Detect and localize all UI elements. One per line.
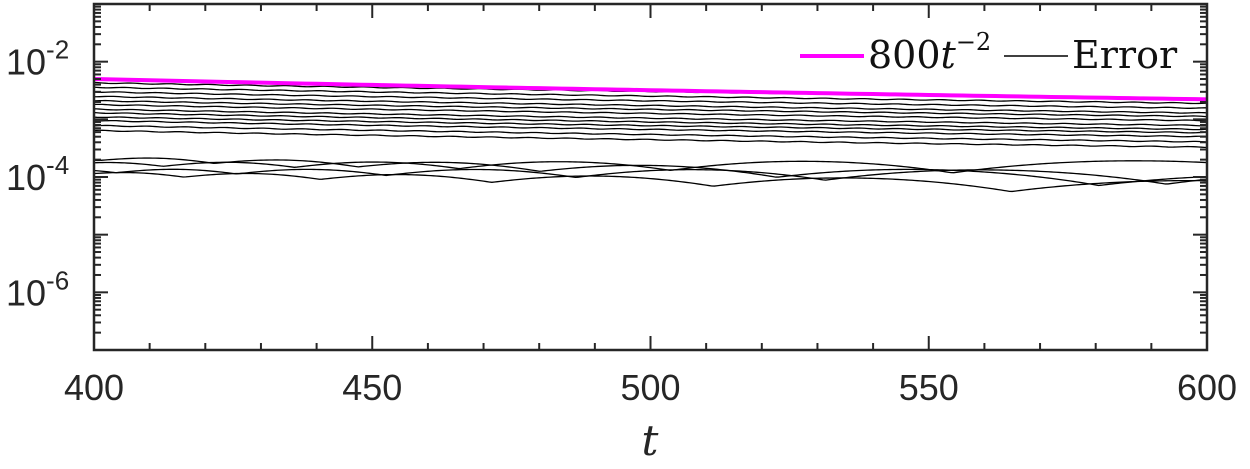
legend-error-label: Error (1072, 33, 1178, 77)
error-curve (94, 160, 1207, 174)
x-tick-label: 550 (899, 367, 959, 408)
legend-reference-variable: t (941, 33, 957, 77)
legend-reference-label: 800t−2 (868, 28, 991, 77)
error-curve (94, 95, 1207, 114)
error-curve (94, 171, 1207, 193)
y-tick-exponent: -6 (46, 265, 69, 295)
error-curve (94, 124, 1207, 143)
y-tick-exponent: -2 (46, 35, 69, 65)
y-tick-base: 10 (6, 42, 46, 83)
error-curve (94, 103, 1207, 122)
error-curve (94, 119, 1207, 138)
x-tick-label: 600 (1177, 367, 1237, 408)
error-curve (94, 116, 1207, 134)
error-curve (94, 168, 1207, 185)
x-axis-title: t (642, 416, 659, 465)
error-curve (94, 86, 1207, 105)
error-curve (94, 157, 1207, 187)
legend: 800t−2 Error (800, 28, 1178, 77)
curves-layer (94, 77, 1207, 193)
y-tick-label: 10-6 (6, 265, 69, 313)
y-tick-label: 10-2 (6, 35, 69, 83)
y-tick-label: 10-4 (6, 150, 69, 198)
x-tick-label: 500 (620, 367, 680, 408)
error-curve (94, 108, 1207, 127)
ticks-layer (93, 4, 1208, 351)
legend-reference-exponent: −2 (956, 28, 991, 56)
x-tick-label: 400 (64, 367, 124, 408)
y-tick-base: 10 (6, 157, 46, 198)
error-curve (94, 129, 1207, 149)
error-curve (94, 111, 1207, 131)
reference-curve (94, 77, 1207, 102)
error-curve (94, 91, 1207, 109)
legend-reference-coefficient: 800 (868, 33, 941, 77)
y-tick-base: 10 (6, 272, 46, 313)
error-curve (94, 99, 1207, 118)
y-tick-exponent: -4 (46, 150, 69, 180)
x-tick-label: 450 (342, 367, 402, 408)
